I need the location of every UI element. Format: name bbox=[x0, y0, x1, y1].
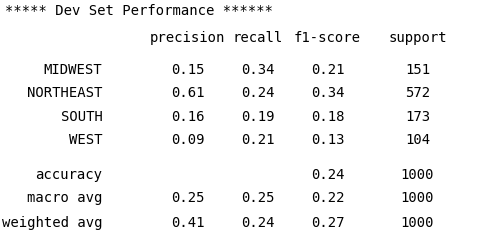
Text: accuracy: accuracy bbox=[36, 168, 102, 181]
Text: WEST: WEST bbox=[69, 133, 102, 147]
Text: 0.24: 0.24 bbox=[241, 216, 274, 230]
Text: 104: 104 bbox=[405, 133, 430, 147]
Text: 0.15: 0.15 bbox=[171, 63, 204, 76]
Text: 1000: 1000 bbox=[401, 191, 434, 205]
Text: 0.34: 0.34 bbox=[241, 63, 274, 76]
Text: 0.22: 0.22 bbox=[311, 191, 344, 205]
Text: f1-score: f1-score bbox=[294, 31, 361, 45]
Text: recall: recall bbox=[232, 31, 282, 45]
Text: 0.61: 0.61 bbox=[171, 86, 204, 100]
Text: 0.19: 0.19 bbox=[241, 110, 274, 124]
Text: 0.34: 0.34 bbox=[311, 86, 344, 100]
Text: 173: 173 bbox=[405, 110, 430, 124]
Text: precision: precision bbox=[150, 31, 225, 45]
Text: 572: 572 bbox=[405, 86, 430, 100]
Text: 0.18: 0.18 bbox=[311, 110, 344, 124]
Text: 0.21: 0.21 bbox=[241, 133, 274, 147]
Text: NORTHEAST: NORTHEAST bbox=[27, 86, 102, 100]
Text: 0.09: 0.09 bbox=[171, 133, 204, 147]
Text: 1000: 1000 bbox=[401, 216, 434, 230]
Text: MIDWEST: MIDWEST bbox=[44, 63, 102, 76]
Text: ***** Dev Set Performance ******: ***** Dev Set Performance ****** bbox=[5, 4, 273, 17]
Text: 0.13: 0.13 bbox=[311, 133, 344, 147]
Text: 0.24: 0.24 bbox=[241, 86, 274, 100]
Text: 0.24: 0.24 bbox=[311, 168, 344, 181]
Text: 0.25: 0.25 bbox=[241, 191, 274, 205]
Text: 0.41: 0.41 bbox=[171, 216, 204, 230]
Text: 0.16: 0.16 bbox=[171, 110, 204, 124]
Text: 0.27: 0.27 bbox=[311, 216, 344, 230]
Text: support: support bbox=[388, 31, 447, 45]
Text: macro avg: macro avg bbox=[27, 191, 102, 205]
Text: weighted avg: weighted avg bbox=[2, 216, 102, 230]
Text: 0.25: 0.25 bbox=[171, 191, 204, 205]
Text: SOUTH: SOUTH bbox=[60, 110, 102, 124]
Text: 1000: 1000 bbox=[401, 168, 434, 181]
Text: 151: 151 bbox=[405, 63, 430, 76]
Text: 0.21: 0.21 bbox=[311, 63, 344, 76]
